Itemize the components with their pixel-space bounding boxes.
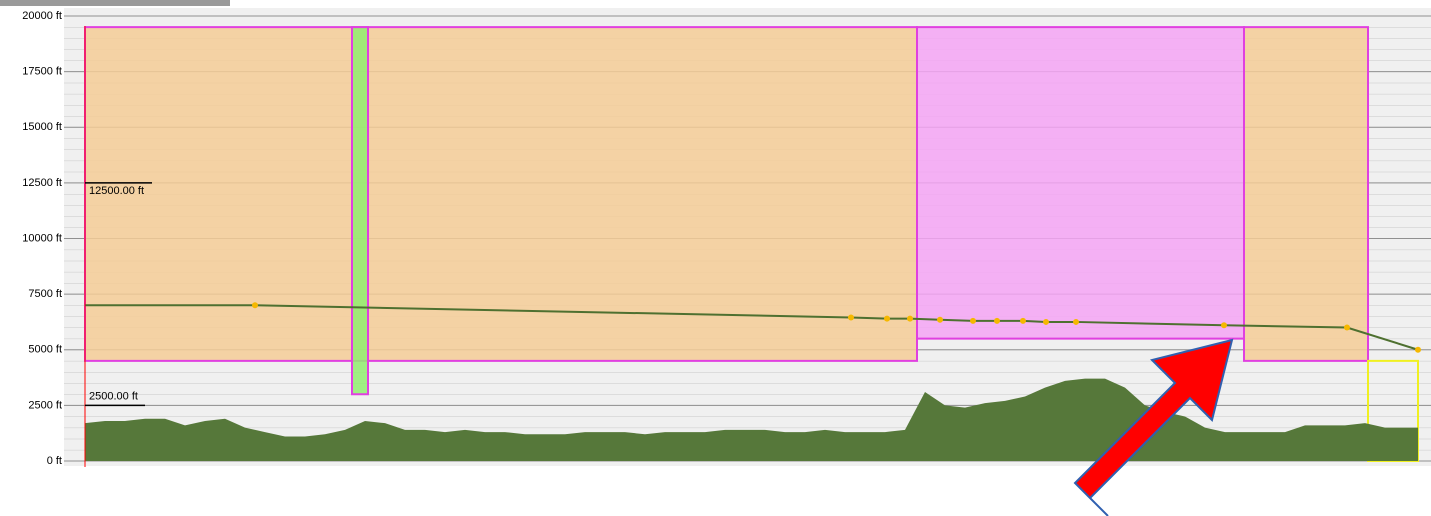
- waypoint: [252, 302, 258, 309]
- y-tick-label: 20000 ft: [22, 10, 62, 22]
- y-tick-label: 2500 ft: [28, 399, 62, 411]
- airspace: [351, 26, 369, 396]
- cropped-strip: [0, 0, 230, 6]
- waypoint: [848, 314, 854, 321]
- y-tick-label: 12500 ft: [22, 177, 62, 189]
- waypoint: [1221, 322, 1227, 329]
- y-tick-label: 0 ft: [47, 455, 62, 467]
- waypoint: [1020, 317, 1026, 324]
- waypoint: [1415, 346, 1421, 353]
- terrain: [85, 378, 1418, 461]
- waypoint: [994, 317, 1000, 324]
- annotation-label: 12500.00 ft: [89, 185, 144, 197]
- waypoint: [1073, 318, 1079, 325]
- y-tick-label: 17500 ft: [22, 66, 62, 78]
- airspace: [916, 26, 1245, 340]
- waypoint: [907, 315, 913, 322]
- route-line: [85, 304, 1419, 351]
- arrow: [1073, 338, 1234, 516]
- waypoint: [970, 317, 976, 324]
- waypoint: [1043, 318, 1049, 325]
- waypoint: [884, 315, 890, 322]
- annotation-label: 2500.00 ft: [89, 390, 138, 402]
- y-tick-label: 5000 ft: [28, 344, 62, 356]
- waypoint: [1344, 324, 1350, 331]
- waypoint: [937, 316, 943, 323]
- y-tick-label: 10000 ft: [22, 232, 62, 244]
- y-tick-label: 7500 ft: [28, 288, 62, 300]
- y-tick-label: 15000 ft: [22, 121, 62, 133]
- airspace: [1243, 26, 1369, 362]
